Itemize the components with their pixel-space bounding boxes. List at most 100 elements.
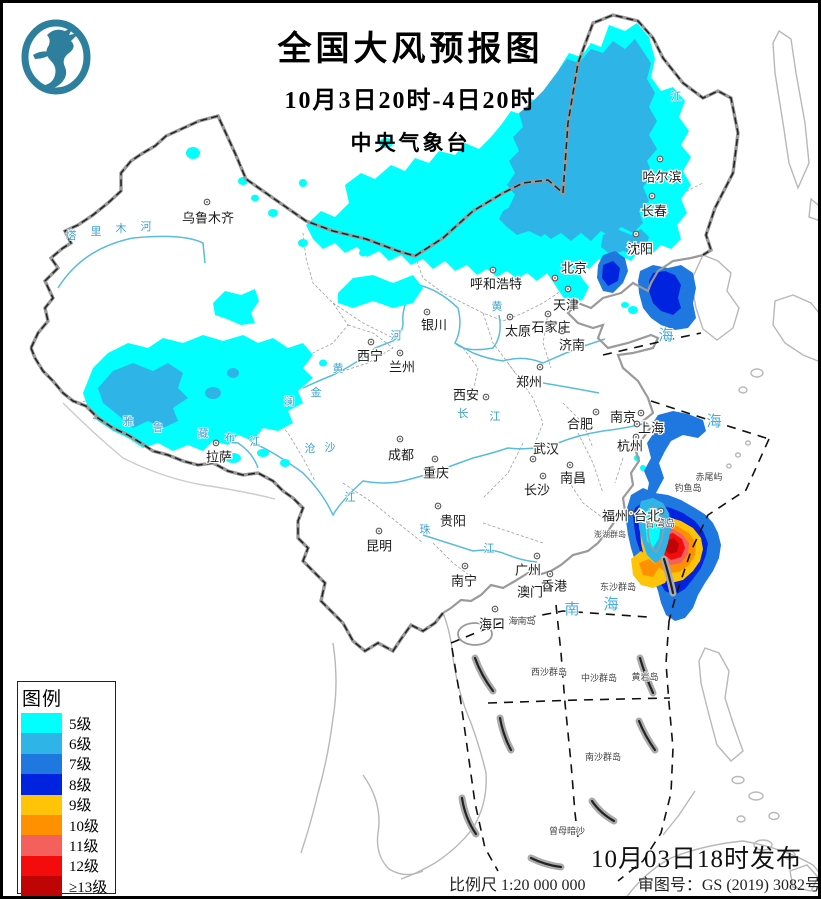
- river-label: 河: [141, 220, 152, 233]
- island-label: 钓鱼岛: [674, 482, 701, 493]
- city-marker-dot: [464, 565, 466, 567]
- city-marker-dot: [567, 288, 569, 290]
- river-label: 里: [91, 225, 102, 238]
- city-哈尔滨: 哈尔滨: [641, 155, 683, 186]
- island-label: 海南岛: [508, 615, 535, 626]
- south-asia-border: [62, 402, 276, 500]
- legend-swatch: [21, 794, 62, 815]
- map-scale: 比例尺 1:20 000 000: [449, 877, 586, 894]
- city-name: 兰州: [389, 360, 415, 375]
- city-name: 长沙: [524, 483, 550, 498]
- city-台北: 台北: [633, 507, 665, 525]
- korea-outline: [690, 254, 740, 341]
- city-name: 香港: [541, 579, 567, 594]
- mindanao-outline: [789, 864, 818, 892]
- city-marker-dot: [595, 411, 597, 413]
- japan-outline: [772, 294, 818, 362]
- island-label: 赤尾屿: [695, 472, 722, 482]
- legend-label: 6级: [69, 737, 92, 754]
- city-海口: 海口: [478, 605, 506, 633]
- legend-label: 12级: [69, 859, 100, 876]
- wind10-tail: [639, 559, 659, 577]
- city-name: 海口: [479, 617, 505, 632]
- city-福州: 福州: [601, 507, 635, 525]
- city-marker-dot: [554, 277, 556, 279]
- city-name: 南宁: [451, 574, 477, 589]
- city-郑州: 郑州: [515, 363, 544, 391]
- city-marker-dot: [660, 510, 662, 512]
- city-marker-dot: [561, 330, 563, 332]
- city-天津: 天津: [552, 285, 580, 314]
- legend-rows: 5级 6级 7级 8级 9级 10级 11级 12级 ≥13级: [18, 713, 115, 896]
- city-兰州: 兰州: [388, 349, 416, 376]
- china-coastline: [442, 253, 704, 614]
- city-name: 乌鲁木齐: [182, 211, 234, 226]
- city-太原: 太原: [504, 313, 532, 340]
- sea-label: 海: [658, 327, 673, 344]
- gulf-of-thailand-coast: [362, 774, 424, 876]
- city-拉萨: 拉萨: [205, 439, 233, 466]
- sea-labels: 海海南海: [564, 326, 723, 619]
- city-name: 沈阳: [627, 242, 653, 257]
- city-name: 哈尔滨: [642, 170, 681, 185]
- city-合肥: 合肥: [566, 408, 600, 433]
- river-label: 江: [671, 90, 682, 103]
- city-marker-dot: [206, 201, 208, 203]
- logo-wing: [33, 51, 53, 59]
- logo-ring: [21, 19, 91, 95]
- river-label: 江: [484, 542, 495, 555]
- city-name: 济南: [559, 338, 585, 353]
- city-name: 合肥: [567, 417, 593, 432]
- maritime-lines: [450, 332, 770, 882]
- city-贵阳: 贵阳: [434, 502, 467, 530]
- city-name: 上海: [638, 421, 664, 436]
- island-label: 中沙群岛: [581, 672, 617, 683]
- city-沈阳: 沈阳: [626, 230, 654, 258]
- legend-row: 8级: [18, 774, 115, 795]
- city-name: 广州: [515, 563, 541, 578]
- city-marker-dot: [569, 464, 571, 466]
- city-南昌: 南昌: [559, 461, 587, 487]
- city-marker-dot: [536, 555, 538, 557]
- river-label: 塔: [66, 229, 77, 242]
- national-border-south: [30, 347, 444, 652]
- city-marker-dot: [509, 316, 511, 318]
- city-name: 澳门: [517, 585, 543, 600]
- wind-patches: [83, 23, 721, 621]
- city-marker-dot: [640, 412, 642, 414]
- legend-label: 11级: [69, 839, 99, 856]
- city-name: 呼和浩特: [470, 277, 522, 292]
- city-name: 南京: [610, 410, 636, 425]
- city-marker-dot: [542, 475, 544, 477]
- city-昆明: 昆明: [365, 527, 393, 555]
- city-name: 长春: [641, 204, 667, 219]
- legend: 图例 5级 6级 7级 8级 9级 10级 11级 12级 ≥13级: [17, 681, 116, 896]
- city-marker-dot: [492, 269, 494, 271]
- city-marker-dot: [494, 608, 496, 610]
- city-澳门: 澳门: [516, 582, 551, 601]
- legend-swatch: [21, 855, 62, 877]
- river-label: 江: [250, 435, 261, 448]
- legend-swatch: [21, 774, 62, 795]
- city-name: 太原: [505, 324, 531, 339]
- legend-row: 6级: [18, 733, 115, 754]
- river-label: 木: [116, 222, 127, 235]
- city-西安: 西安: [452, 386, 490, 404]
- legend-swatch: [21, 814, 62, 836]
- legend-label: 7级: [69, 757, 92, 774]
- wind8-bohai-west: [602, 261, 620, 286]
- city-南京: 南京: [609, 408, 645, 426]
- city-marker-dot: [399, 352, 401, 354]
- map-info: 比例尺 1:20 000 000 审图号：GS (2019) 3082号: [449, 871, 818, 895]
- palawan-outline: [662, 790, 696, 836]
- city-name: 北京: [561, 261, 587, 276]
- river-labels: 塔里木河黄河黄长 江珠江金沙江澜沧雅鲁藏布江江: [65, 89, 682, 555]
- legend-swatch: [21, 713, 62, 734]
- city-name: 福州: [602, 509, 628, 524]
- legend-label: 5级: [69, 716, 92, 733]
- taiwan-outline: [647, 506, 665, 554]
- city-name: 西安: [453, 388, 479, 403]
- city-marker-dot: [215, 442, 217, 444]
- borneo-outline: [626, 840, 818, 896]
